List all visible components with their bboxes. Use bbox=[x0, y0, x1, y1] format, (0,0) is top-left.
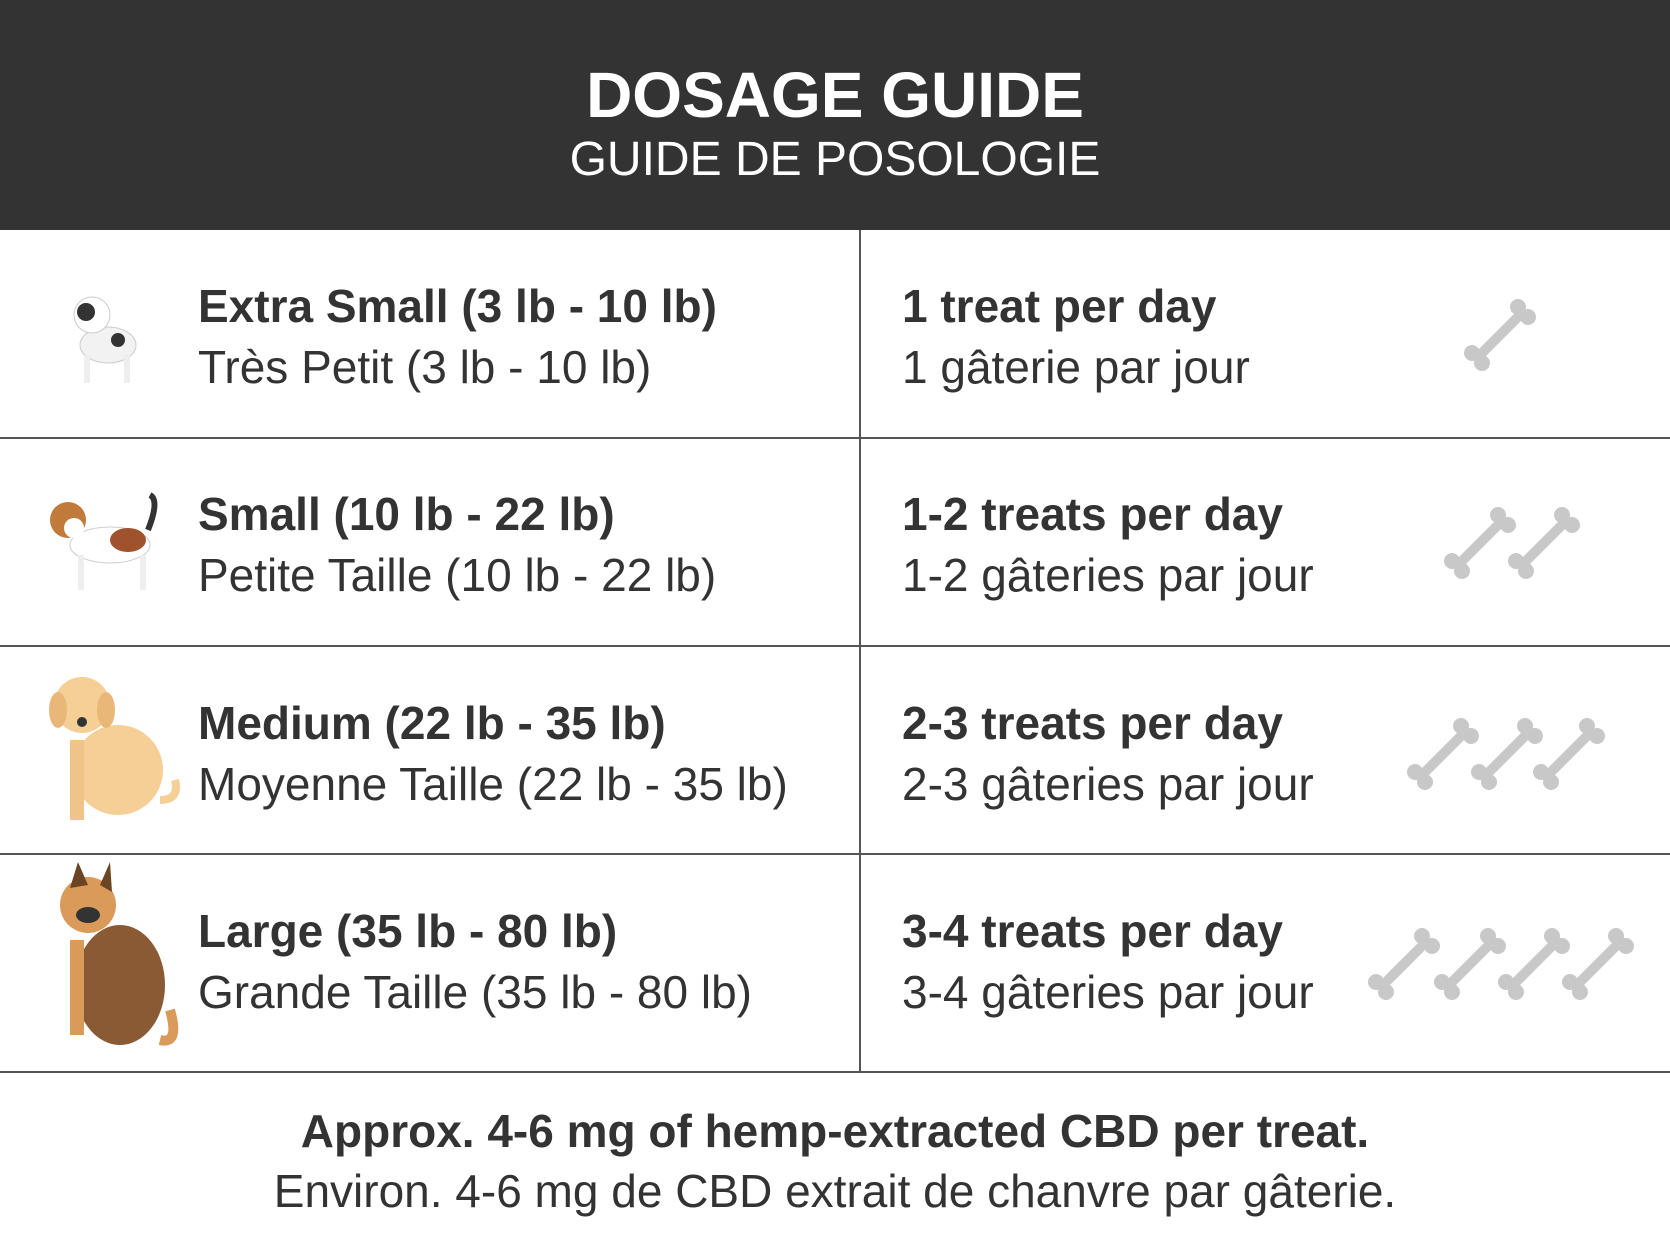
size-fr: Moyenne Taille (22 lb - 35 lb) bbox=[198, 758, 788, 810]
header: DOSAGE GUIDE GUIDE DE POSOLOGIE bbox=[0, 0, 1670, 230]
dose-fr: 3-4 gâteries par jour bbox=[902, 966, 1314, 1018]
size-en: Small (10 lb - 22 lb) bbox=[198, 488, 615, 540]
size-en: Medium (22 lb - 35 lb) bbox=[198, 697, 666, 749]
footer-en: Approx. 4-6 mg of hemp-extracted CBD per… bbox=[300, 1105, 1370, 1157]
dog-icons bbox=[49, 296, 180, 1046]
dose-en: 2-3 treats per day bbox=[902, 697, 1283, 749]
dose-fr: 1-2 gâteries par jour bbox=[902, 549, 1314, 601]
size-fr: Grande Taille (35 lb - 80 lb) bbox=[198, 966, 752, 1018]
dose-en: 3-4 treats per day bbox=[902, 905, 1283, 957]
dose-fr: 1 gâterie par jour bbox=[902, 341, 1250, 393]
size-fr: Très Petit (3 lb - 10 lb) bbox=[198, 341, 652, 393]
dose-en: 1-2 treats per day bbox=[902, 488, 1283, 540]
bones bbox=[1368, 299, 1634, 1000]
size-fr: Petite Taille (10 lb - 22 lb) bbox=[198, 549, 717, 601]
footer-fr: Environ. 4-6 mg de CBD extrait de chanvr… bbox=[273, 1165, 1397, 1217]
grid-lines bbox=[0, 230, 1670, 1073]
dose-fr: 2-3 gâteries par jour bbox=[902, 758, 1314, 810]
title: DOSAGE GUIDE bbox=[586, 59, 1084, 131]
subtitle: GUIDE DE POSOLOGIE bbox=[569, 133, 1101, 186]
size-en: Large (35 lb - 80 lb) bbox=[198, 905, 618, 957]
size-en: Extra Small (3 lb - 10 lb) bbox=[198, 280, 717, 332]
dose-en: 1 treat per day bbox=[902, 280, 1217, 332]
